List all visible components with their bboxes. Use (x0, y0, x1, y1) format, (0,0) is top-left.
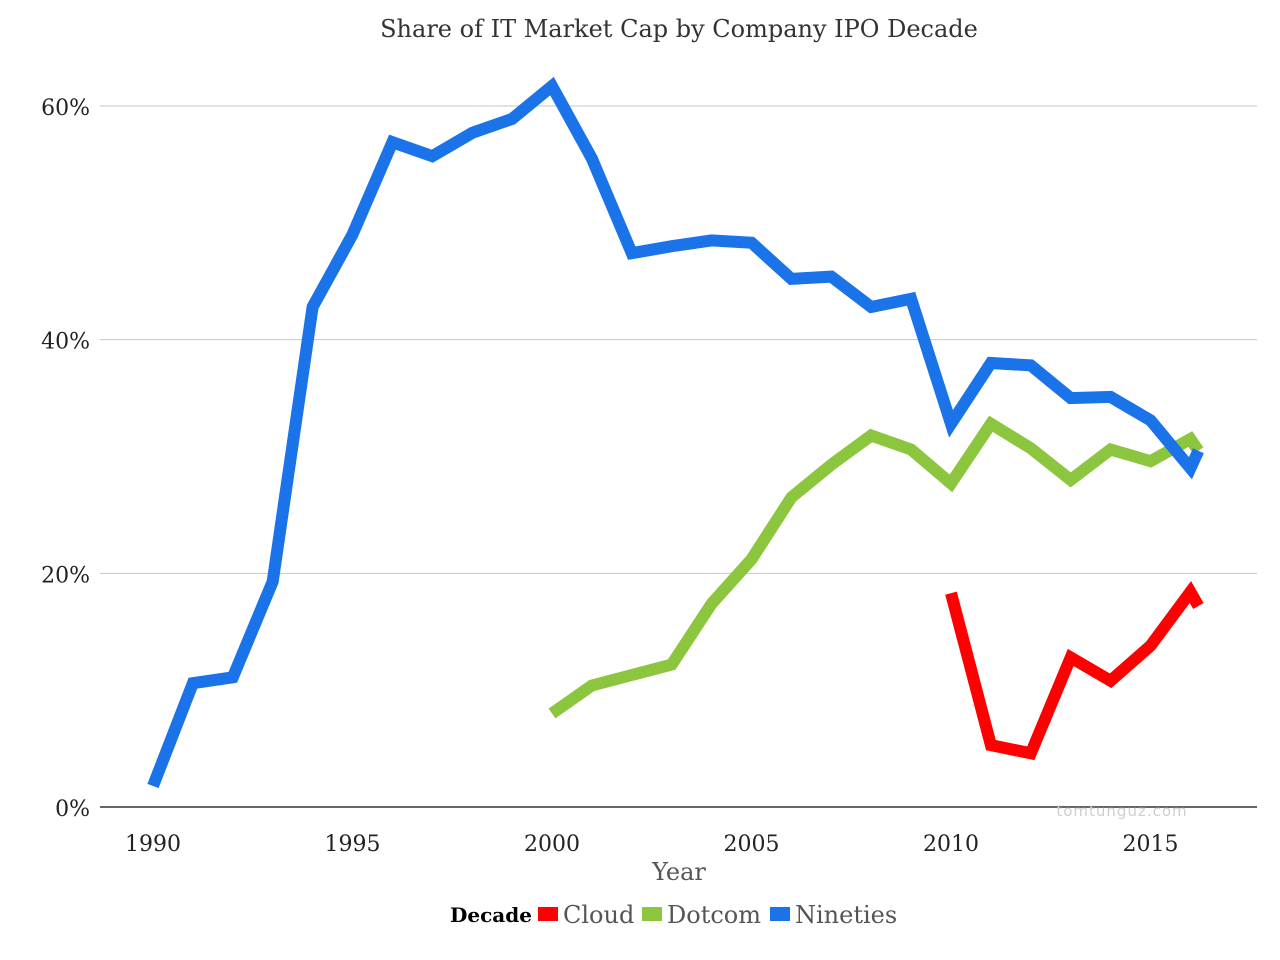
y-tick-label: 40% (41, 330, 90, 355)
legend-label-cloud: Cloud (563, 901, 634, 929)
x-axis-title: Year (651, 858, 706, 886)
series-line-nineties (147, 76, 1204, 789)
series-line-dotcom (548, 415, 1204, 719)
legend-title: Decade (450, 903, 532, 927)
x-tick-label: 2010 (923, 832, 979, 857)
y-tick-label: 20% (41, 563, 90, 588)
series-line-cloud (945, 581, 1204, 761)
x-tick-label: 2005 (724, 832, 780, 857)
legend-label-dotcom: Dotcom (667, 901, 761, 929)
watermark: tomtunguz.com (1056, 802, 1187, 820)
x-tick-label: 2000 (524, 832, 580, 857)
legend-label-nineties: Nineties (795, 901, 897, 929)
series (147, 76, 1204, 789)
legend-swatch-cloud (538, 907, 558, 921)
chart-title: Share of IT Market Cap by Company IPO De… (380, 15, 978, 43)
x-tick-label: 1995 (325, 832, 381, 857)
x-axis-ticks: 1990 1995 2000 2005 2010 2015 (125, 832, 1179, 857)
legend-swatch-dotcom (642, 907, 662, 921)
y-tick-label: 60% (41, 96, 90, 121)
legend-swatch-nineties (770, 907, 790, 921)
legend: Decade Cloud Dotcom Nineties (450, 901, 897, 929)
grid (100, 105, 1257, 808)
y-tick-label: 0% (55, 797, 90, 822)
x-tick-label: 1990 (125, 832, 181, 857)
y-axis-ticks: 0% 20% 40% 60% (41, 96, 90, 822)
x-tick-label: 2015 (1123, 832, 1179, 857)
